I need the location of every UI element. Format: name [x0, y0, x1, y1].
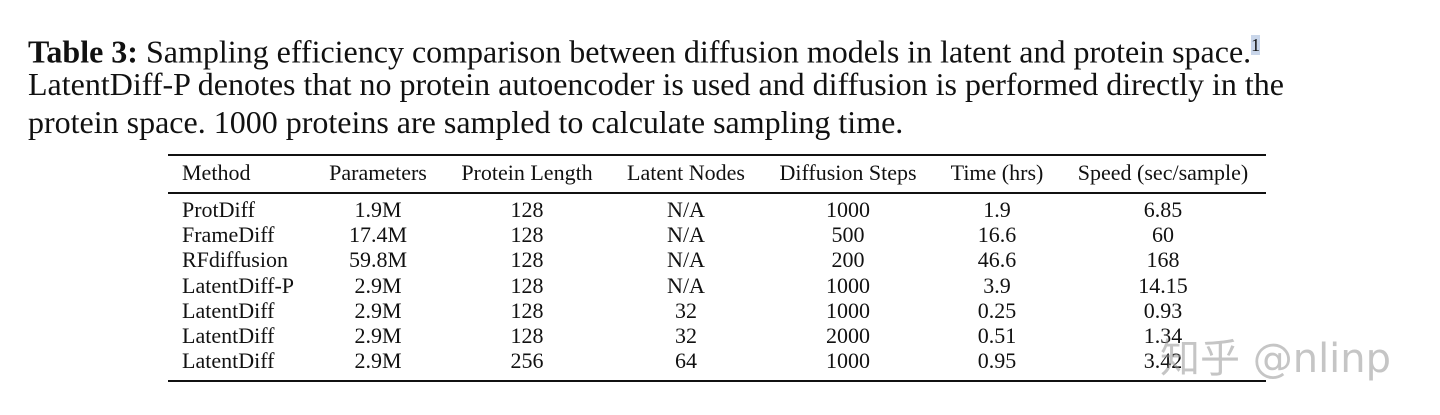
- table-cell: 2.9M: [354, 272, 402, 298]
- table-cell: 1000: [826, 272, 870, 298]
- table-cell: 6.85: [1143, 197, 1183, 222]
- table-cell: 1.34: [1143, 323, 1183, 348]
- footnote-mark: 1: [1251, 35, 1261, 55]
- watermark: 知乎 @nlinp: [1160, 336, 1392, 382]
- table-cell: 2.9M: [354, 348, 402, 374]
- caption-text: Sampling efficiency comparison between d…: [145, 33, 1252, 70]
- table-cell: LatentDiff: [182, 348, 275, 374]
- table-cell: 0.95: [977, 348, 1017, 374]
- table-cell: RFdiffusion: [182, 247, 288, 273]
- header-cell: Diffusion Steps: [779, 160, 917, 185]
- table-cell: N/A: [667, 222, 705, 248]
- table-cell: 0.51: [977, 323, 1017, 348]
- table-cell: 256: [510, 348, 544, 374]
- caption-line: Table 3: Sampling efficiency comparison …: [28, 25, 1261, 72]
- table-cell: 128: [510, 297, 544, 323]
- table-cell: 500: [831, 222, 865, 248]
- table-cell: N/A: [667, 272, 705, 298]
- table-cell: 128: [510, 323, 544, 348]
- table-cell: 2000: [826, 323, 870, 348]
- table-cell: LatentDiff: [182, 297, 275, 323]
- table-cell: 1000: [826, 197, 870, 222]
- header-cell: Method: [182, 160, 251, 185]
- table-cell: 16.6: [977, 222, 1017, 248]
- table-cell: 128: [510, 197, 544, 222]
- table-cell: 3.42: [1143, 348, 1183, 374]
- table-cell: N/A: [667, 197, 705, 222]
- mid-rule: [168, 192, 1266, 194]
- table-cell: 64: [675, 348, 697, 374]
- table-cell: 17.4M: [348, 222, 408, 248]
- table-cell: 60: [1152, 222, 1174, 248]
- caption-line: protein space. 1000 proteins are sampled…: [28, 104, 904, 140]
- table-cell: 0.93: [1143, 297, 1183, 323]
- header-cell: Latent Nodes: [627, 160, 745, 185]
- table-cell: 168: [1146, 247, 1180, 273]
- table-cell: 1000: [826, 348, 870, 374]
- caption-line: LatentDiff-P denotes that no protein aut…: [28, 66, 1284, 102]
- table-cell: 128: [510, 222, 544, 248]
- table-cell: 128: [510, 247, 544, 273]
- table-cell: 46.6: [977, 247, 1017, 273]
- bottom-rule: [168, 380, 1266, 382]
- header-cell: Time (hrs): [950, 160, 1044, 185]
- table-cell: 2.9M: [354, 297, 402, 323]
- table-cell: 14.15: [1138, 272, 1188, 298]
- table-cell: 3.9: [983, 272, 1011, 298]
- table-cell: 59.8M: [348, 247, 408, 273]
- table-cell: ProtDiff: [182, 197, 255, 222]
- table-cell: 2.9M: [354, 323, 402, 348]
- caption-label: Table 3:: [28, 33, 138, 70]
- table-cell: 1.9M: [354, 197, 402, 222]
- table-cell: 0.25: [977, 297, 1017, 323]
- table-cell: 1.9: [983, 197, 1011, 222]
- table-cell: 1000: [826, 297, 870, 323]
- table-cell: LatentDiff: [182, 323, 275, 348]
- table-cell: 200: [831, 247, 865, 273]
- table-cell: 32: [675, 297, 697, 323]
- table-cell: 32: [675, 323, 697, 348]
- header-cell: Parameters: [329, 160, 427, 185]
- table-cell: FrameDiff: [182, 222, 275, 248]
- header-cell: Protein Length: [461, 160, 593, 185]
- table-cell: LatentDiff-P: [182, 272, 295, 298]
- top-rule: [168, 154, 1266, 156]
- header-cell: Speed (sec/sample): [1077, 160, 1249, 185]
- table-cell: N/A: [667, 247, 705, 273]
- table-cell: 128: [510, 272, 544, 298]
